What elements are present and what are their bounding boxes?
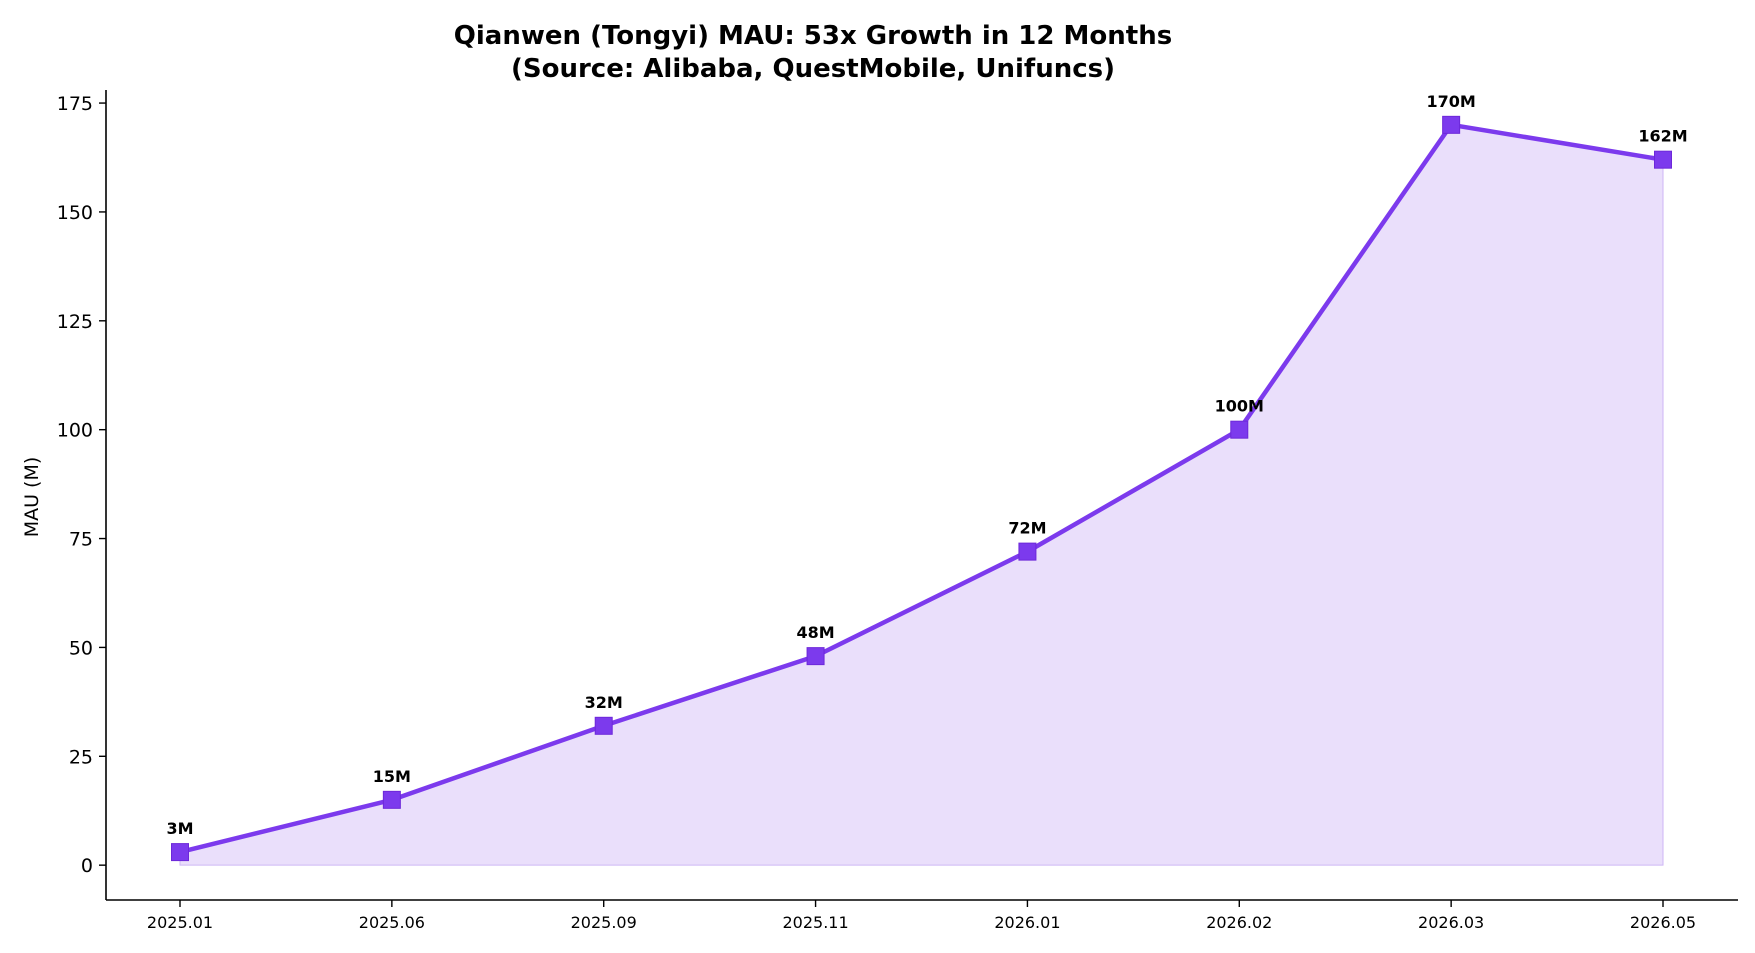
x-tick-label: 2025.06 bbox=[359, 913, 425, 932]
marker-layer bbox=[171, 115, 1672, 862]
data-point-marker bbox=[382, 790, 401, 809]
data-point-marker bbox=[1654, 150, 1672, 169]
data-value-label: 100M bbox=[1215, 397, 1264, 416]
series-line bbox=[177, 122, 1666, 855]
y-tick-label: 100 bbox=[57, 420, 93, 442]
data-value-label: 3M bbox=[166, 819, 193, 838]
data-point-marker bbox=[171, 843, 189, 862]
x-tick-label: 2026.03 bbox=[1418, 913, 1484, 932]
chart-title: Qianwen (Tongyi) MAU: 53x Growth in 12 M… bbox=[454, 21, 1172, 84]
x-tick-label: 2025.09 bbox=[571, 913, 637, 932]
chart-title-line: Qianwen (Tongyi) MAU: 53x Growth in 12 M… bbox=[454, 21, 1172, 51]
y-tick-label: 0 bbox=[81, 855, 93, 877]
x-tick-label: 2026.05 bbox=[1630, 913, 1696, 932]
x-tick-label: 2026.01 bbox=[994, 913, 1060, 932]
axes-layer: 0 25 50 75 100 125 150 175 2025.01 2025.06 2025.09… bbox=[57, 90, 1738, 932]
y-tick-label: 150 bbox=[57, 202, 93, 224]
data-value-label: 162M bbox=[1638, 127, 1687, 146]
x-tick-label: 2025.11 bbox=[782, 913, 848, 932]
data-label-layer: 3M 15M 32M 48M 72M 100M 170M 162M bbox=[166, 92, 1687, 838]
data-value-label: 170M bbox=[1426, 92, 1475, 111]
y-tick-label: 50 bbox=[69, 637, 93, 659]
data-value-label: 72M bbox=[1008, 519, 1046, 538]
y-tick-label: 25 bbox=[69, 746, 93, 768]
data-point-marker bbox=[1230, 420, 1249, 439]
y-tick-label: 125 bbox=[57, 311, 93, 333]
line-layer bbox=[177, 122, 1666, 855]
data-value-label: 32M bbox=[585, 693, 623, 712]
data-point-marker bbox=[1018, 542, 1037, 561]
x-tick-label: 2025.01 bbox=[147, 913, 213, 932]
y-axis-label: MAU (M) bbox=[21, 457, 43, 538]
data-point-marker bbox=[1442, 115, 1461, 134]
chart-subtitle-line: (Source: Alibaba, QuestMobile, Unifuncs) bbox=[511, 54, 1115, 84]
data-value-label: 15M bbox=[373, 767, 411, 786]
data-point-marker bbox=[806, 647, 825, 666]
data-point-marker bbox=[594, 716, 613, 735]
series-area-fill bbox=[179, 124, 1664, 866]
area-layer bbox=[179, 124, 1664, 866]
y-tick-label: 75 bbox=[69, 529, 93, 551]
data-value-label: 48M bbox=[796, 623, 834, 642]
x-tick-label: 2026.02 bbox=[1206, 913, 1272, 932]
y-tick-label: 175 bbox=[57, 93, 93, 115]
